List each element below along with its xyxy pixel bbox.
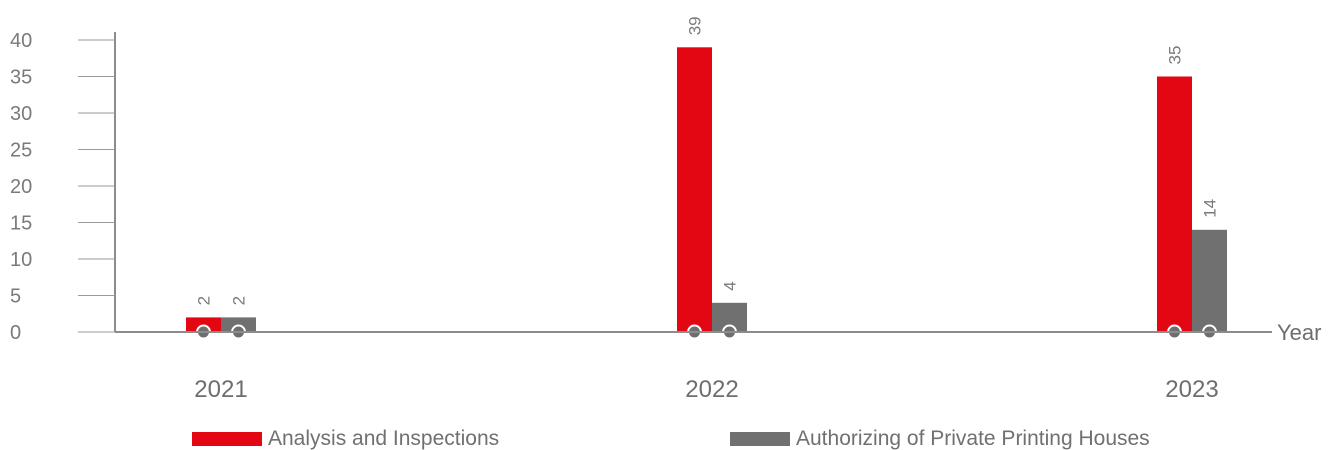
data-label: 35 [1166, 46, 1185, 65]
x-axis: 2021 2022 2023 [115, 331, 1272, 403]
legend-label-printing-houses: Authorizing of Private Printing Houses [796, 427, 1150, 450]
y-axis: 0 5 10 15 20 25 30 35 40 [10, 30, 116, 344]
legend-swatch-printing-houses [730, 432, 790, 446]
y-tick-label: 5 [10, 286, 21, 308]
data-label: 14 [1201, 199, 1220, 218]
bars: 2 39 35 2 4 14 [186, 16, 1227, 340]
y-tick-label: 0 [10, 322, 21, 344]
y-tick-label: 35 [10, 67, 32, 89]
legend-swatch-analysis [192, 432, 262, 446]
bar-analysis-2022 [677, 47, 712, 333]
bar-analysis-2023 [1157, 76, 1192, 332]
y-tick-label: 10 [10, 249, 32, 271]
legend-item-analysis: Analysis and Inspections [192, 428, 499, 450]
y-tick-label: 25 [10, 140, 32, 162]
y-tick-label: 20 [10, 176, 32, 198]
y-tick-label: 30 [10, 103, 32, 125]
x-category-label: 2022 [685, 376, 738, 403]
data-label: 4 [721, 281, 740, 290]
data-label: 2 [230, 296, 249, 305]
data-label: 2 [195, 296, 214, 305]
bar-printing-houses-2023 [1192, 229, 1227, 332]
legend-item-printing-houses: Authorizing of Private Printing Houses [730, 428, 1150, 450]
x-category-label: 2023 [1165, 376, 1218, 403]
x-category-label: 2021 [194, 376, 247, 403]
x-axis-title: Year [1277, 320, 1321, 345]
legend-label-analysis: Analysis and Inspections [268, 427, 500, 450]
y-tick-label: 40 [10, 30, 32, 52]
data-label: 39 [686, 16, 705, 35]
y-tick-label: 15 [10, 213, 32, 235]
